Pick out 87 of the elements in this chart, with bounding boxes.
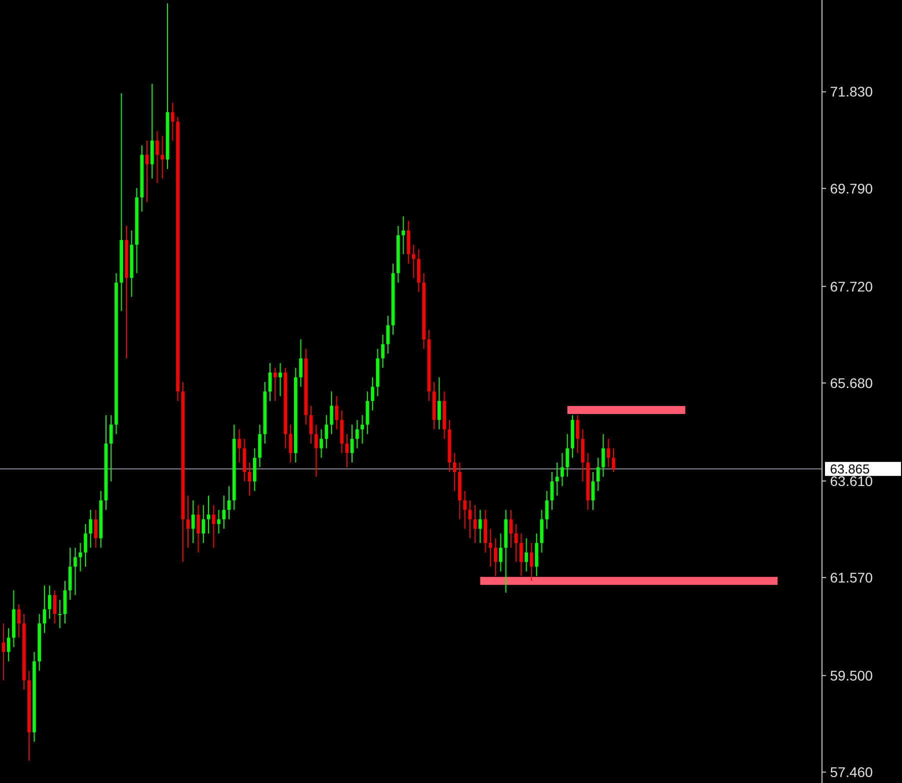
- candlestick: [324, 414, 328, 449]
- candlestick: [520, 533, 523, 577]
- candlestick: [160, 135, 164, 179]
- candlestick: [63, 580, 67, 624]
- candlestick: [170, 102, 174, 142]
- candlestick: [242, 438, 246, 482]
- candlestick: [335, 396, 338, 430]
- candlestick: [402, 216, 405, 255]
- candlestick: [288, 424, 292, 464]
- candlestick: [560, 452, 564, 487]
- candlestick: [345, 434, 349, 468]
- candlestick: [202, 504, 206, 544]
- candlestick: [417, 248, 420, 293]
- candlestick: [484, 509, 487, 553]
- candlestick: [366, 391, 370, 435]
- candlestick: [68, 547, 72, 600]
- candlestick: [268, 362, 272, 402]
- candlestick: [320, 428, 323, 458]
- candlestick: [109, 414, 113, 482]
- candlestick: [53, 590, 56, 624]
- candlestick: [514, 524, 518, 562]
- candlestick: [196, 504, 200, 553]
- y-tick-label: 59.500: [830, 667, 874, 684]
- candlestick: [381, 334, 384, 368]
- candlestick: [145, 140, 149, 203]
- y-tick-label: 65.680: [830, 374, 874, 391]
- candlestick: [48, 585, 52, 620]
- candlestick: [314, 424, 318, 478]
- candlestick: [494, 538, 498, 577]
- candlestick: [576, 414, 580, 454]
- y-tick-label: 61.570: [830, 569, 874, 586]
- candlestick: [534, 533, 538, 577]
- candlestick: [452, 452, 456, 492]
- candlestick: [340, 410, 344, 454]
- y-tick-label: 71.830: [830, 84, 874, 100]
- candlestick: [217, 509, 220, 534]
- candlestick: [360, 414, 364, 444]
- candlestick: [330, 391, 334, 435]
- candlestick: [499, 533, 502, 572]
- candlestick: [606, 438, 610, 468]
- candlestick: [473, 504, 477, 544]
- candlestick: [550, 471, 554, 510]
- candlestick: [524, 538, 528, 572]
- candlestick: [602, 434, 605, 478]
- candlestick: [386, 315, 390, 354]
- candlestick: [227, 486, 231, 520]
- candlestick: [591, 471, 595, 510]
- candlestick: [191, 500, 195, 544]
- candlestick: [222, 495, 226, 530]
- candlestick: [566, 434, 570, 478]
- candlestick: [438, 376, 441, 430]
- candlestick: [555, 462, 559, 496]
- candlestick: [238, 428, 241, 464]
- candlestick: [186, 495, 190, 548]
- candlestick: [299, 338, 302, 388]
- candlestick: [406, 220, 410, 264]
- candlestick: [78, 542, 82, 572]
- candlestick: [94, 509, 98, 548]
- candlestick: [58, 599, 62, 629]
- candlestick: [88, 509, 92, 548]
- candlestick: [74, 547, 77, 596]
- candlestick: [6, 628, 10, 662]
- candlestick: [478, 509, 482, 544]
- candlestick: [581, 428, 584, 482]
- candlestick: [156, 130, 159, 184]
- candlestick: [212, 504, 216, 548]
- candlestick: [2, 622, 6, 681]
- candlestick: [150, 83, 154, 179]
- candlestick: [468, 500, 472, 539]
- candlestick: [258, 424, 262, 468]
- candlestick: [84, 524, 88, 568]
- candlestick: [248, 462, 252, 496]
- candlestick: [463, 490, 466, 530]
- candlestick: [540, 509, 544, 553]
- candlestick: [252, 448, 256, 492]
- candlestick: [273, 367, 277, 402]
- candlestick: [206, 495, 210, 534]
- candlestick: [278, 362, 282, 397]
- candlestick: [545, 490, 549, 530]
- y-tick-label: 57.460: [830, 764, 874, 780]
- candlestick: [596, 457, 600, 492]
- candlestick: [356, 419, 359, 449]
- y-tick-label: 67.720: [830, 278, 874, 294]
- y-tick-label: 69.790: [830, 180, 874, 196]
- candlestick: [309, 405, 313, 444]
- candlestick: [17, 604, 21, 638]
- candlestick: [412, 244, 416, 278]
